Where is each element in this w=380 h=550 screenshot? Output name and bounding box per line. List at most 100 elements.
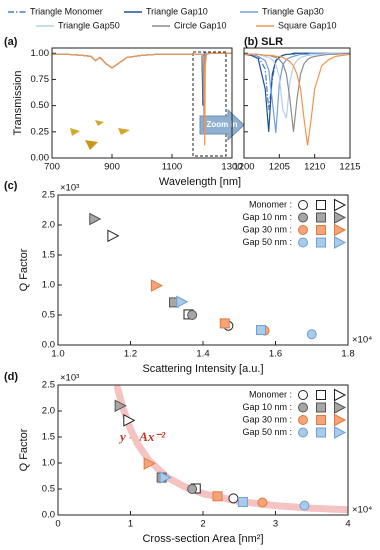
x-tick-label: 1300: [221, 162, 242, 173]
y-axis-title: Q Factor: [18, 428, 30, 471]
plot-frame: [57, 384, 349, 516]
x-tick-label: 1100: [162, 162, 182, 173]
marker-triangle: [143, 457, 156, 470]
marker-square: [316, 225, 326, 235]
y-tick-label: 0.0: [42, 340, 55, 351]
marker-circle: [299, 500, 310, 511]
y-tick-label: 0.75: [31, 74, 50, 85]
marker-triangle: [150, 279, 163, 292]
y-tick-label: 0.00: [31, 153, 50, 164]
x-tick-label: 1.0: [51, 349, 64, 360]
marker-triangle: [334, 401, 347, 414]
y-tick-label: 0.50: [31, 100, 50, 111]
marker-square: [316, 212, 326, 223]
y-axis-title: Transmission: [12, 71, 24, 136]
marker-triangle: [334, 198, 347, 212]
marker-circle: [228, 493, 239, 504]
x-axis-title: Wavelength [nm]: [159, 176, 241, 188]
marker-triangle: [107, 229, 120, 243]
marker-triangle: [176, 295, 189, 309]
marker-triangle: [334, 413, 347, 427]
fit-curve: [113, 385, 348, 514]
legend-label: Circle Gap10: [174, 20, 227, 30]
zoom-box: [192, 51, 227, 157]
marker-circle: [306, 329, 317, 340]
x-tick-label: 4: [345, 519, 350, 530]
series-line: [52, 52, 232, 146]
y-tick-label: 1.00: [31, 48, 50, 59]
x-tick-label: 1210: [304, 162, 325, 173]
marker-triangle: [159, 471, 172, 484]
panel-label: (b) SLR: [244, 36, 283, 48]
y-tick-label: 1.0: [42, 280, 55, 291]
marker-square: [316, 415, 326, 425]
marker-square: [256, 325, 266, 335]
x-tick-label: 1.4: [196, 349, 209, 360]
marker-square: [316, 427, 326, 438]
marker-circle: [298, 415, 308, 425]
marker-triangle: [334, 388, 347, 402]
legend-label: Triangle Monomer: [30, 6, 103, 16]
x-tick-label: 1215: [339, 162, 360, 173]
marker-circle: [298, 237, 308, 248]
legend-label: Triangle Gap50: [58, 20, 120, 30]
marker-square: [212, 491, 223, 502]
x-tick-label: 2: [200, 519, 205, 530]
legend-label: Gap 10 nm :: [242, 212, 292, 222]
y-multiplier: ×10³: [60, 183, 79, 194]
panel-label: (d): [4, 371, 18, 383]
marker-circle: [298, 427, 308, 438]
marker-circle: [298, 390, 308, 400]
x-tick-label: 1.8: [341, 349, 354, 360]
marker-circle: [187, 484, 198, 494]
marker-square: [316, 402, 326, 413]
plot-lines: [244, 52, 350, 146]
x-tick-label: 1.2: [124, 349, 137, 360]
series-line: [244, 52, 350, 119]
legend-label: Triangle Gap10: [146, 6, 208, 16]
y-tick-label: 0.0: [42, 510, 55, 521]
marker-circle: [187, 310, 198, 320]
x-tick-label: 0: [55, 519, 60, 530]
marker-circle: [298, 200, 308, 210]
legend-label: Monomer :: [249, 389, 292, 399]
plot-lines: [52, 52, 232, 146]
legend-label: Gap 30 nm :: [242, 224, 292, 234]
x-tick-label: 900: [104, 162, 120, 173]
y-tick-label: 0.5: [42, 310, 55, 321]
marker-square: [316, 237, 326, 248]
y-tick-label: 1.0: [42, 458, 55, 469]
legend-label: Gap 30 nm :: [242, 414, 292, 424]
marker-square: [237, 497, 248, 507]
y-tick-label: 2.5: [42, 380, 55, 391]
y-tick-label: 2.0: [42, 220, 55, 231]
x-tick-label: 1: [128, 519, 133, 530]
legend-label: Gap 50 nm :: [242, 237, 292, 247]
x-multiplier: ×10⁴: [352, 505, 372, 516]
marker-triangle: [114, 399, 127, 413]
y-tick-label: 0.5: [42, 484, 55, 495]
y-multiplier: ×10³: [60, 373, 79, 384]
y-tick-label: 2.5: [42, 190, 55, 201]
plot-frame: [51, 47, 233, 159]
zoom-label: Zoom in: [206, 120, 237, 129]
legend-label: Square Gap10: [278, 20, 337, 30]
y-tick-label: 2.0: [42, 406, 55, 417]
marker-square: [316, 390, 326, 400]
series-line: [244, 52, 350, 132]
legend-label: Gap 50 nm :: [242, 427, 292, 437]
panel-label: (a): [4, 36, 18, 48]
y-tick-label: 1.5: [42, 250, 55, 261]
marker-circle: [298, 225, 308, 235]
x-axis-title: Cross-section Area [nm²]: [142, 533, 263, 545]
marker-circle: [257, 497, 268, 508]
x-tick-label: 3: [273, 519, 278, 530]
y-tick-label: 0.25: [31, 126, 50, 137]
series-line: [244, 53, 350, 146]
marker-triangle: [123, 414, 136, 427]
y-tick-label: 1.5: [42, 432, 55, 443]
legend-label: Monomer :: [249, 199, 292, 209]
marker-circle: [298, 402, 308, 413]
marker-triangle: [89, 212, 102, 226]
